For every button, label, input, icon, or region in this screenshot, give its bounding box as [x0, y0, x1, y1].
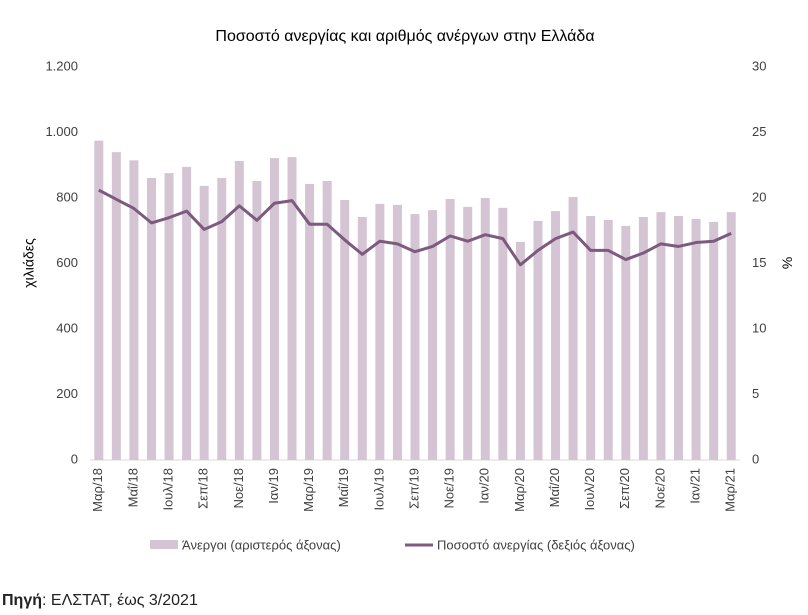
legend-label: Άνεργοι (αριστερός άξονας): [182, 537, 341, 552]
bar: [146, 178, 156, 460]
bar: [603, 219, 613, 460]
bar: [656, 212, 666, 460]
bar: [726, 212, 736, 460]
y-axis-label: χιλιάδες: [21, 238, 37, 288]
y2-tick-label: 5: [752, 386, 759, 401]
bar: [340, 199, 350, 460]
chart-title: Ποσοστό ανεργίας και αριθμός ανέργων στη…: [215, 28, 594, 45]
bar: [182, 166, 192, 460]
x-tick-label: Μαΐ/18: [125, 468, 140, 507]
bar: [111, 152, 121, 460]
y2-tick-label: 10: [752, 320, 766, 335]
bar: [568, 197, 578, 460]
bar: [375, 203, 385, 460]
bar: [551, 211, 561, 460]
x-tick-label: Ιαν/21: [688, 468, 703, 504]
bar: [199, 185, 209, 460]
bar: [463, 206, 473, 460]
x-tick-label: Ιουλ/18: [160, 468, 175, 511]
bar: [586, 216, 596, 460]
bar: [357, 216, 367, 460]
bar: [94, 140, 104, 460]
y-tick-label: 0: [71, 451, 78, 466]
y2-tick-label: 20: [752, 189, 766, 204]
source-text: : ΕΛΣΤΑΤ, έως 3/2021: [42, 592, 198, 609]
bar: [515, 241, 525, 460]
x-tick-label: Νοε/18: [231, 468, 246, 509]
bar: [428, 210, 438, 460]
bar: [269, 158, 279, 461]
bar: [638, 216, 648, 460]
y-tick-label: 600: [56, 255, 78, 270]
y-tick-label: 200: [56, 386, 78, 401]
x-tick-label: Μαΐ/19: [336, 468, 351, 507]
source: Πηγή: ΕΛΣΤΑΤ, έως 3/2021: [2, 592, 198, 610]
x-tick-label: Μαρ/19: [301, 468, 316, 512]
bar: [287, 157, 297, 460]
y2-tick-label: 25: [752, 124, 766, 139]
x-tick-label: Σεπ/19: [406, 468, 421, 509]
x-tick-label: Ιουλ/20: [582, 468, 597, 511]
bar: [709, 221, 719, 460]
bar: [674, 216, 684, 460]
bar: [252, 180, 262, 460]
x-tick-label: Ιουλ/19: [371, 468, 386, 511]
x-tick-label: Μαρ/18: [90, 468, 105, 512]
y2-axis-label: %: [779, 257, 795, 269]
legend-swatch: [150, 540, 178, 549]
x-tick-label: Μαΐ/20: [547, 468, 562, 507]
y2-tick-label: 15: [752, 255, 766, 270]
bar: [322, 180, 332, 460]
y2-tick-label: 30: [752, 58, 766, 73]
bar: [480, 198, 490, 460]
y-tick-label: 400: [56, 320, 78, 335]
y-tick-label: 1.000: [45, 124, 78, 139]
bar: [445, 198, 455, 461]
bar: [164, 173, 174, 461]
y-tick-label: 800: [56, 189, 78, 204]
source-label: Πηγή: [2, 592, 42, 609]
legend-label: Ποσοστό ανεργίας (δεξιός άξονας): [437, 537, 635, 552]
y2-tick-label: 0: [752, 451, 759, 466]
bar: [129, 160, 139, 460]
y-tick-label: 1.200: [45, 58, 78, 73]
bar: [621, 225, 631, 460]
x-tick-label: Ιαν/20: [477, 468, 492, 504]
bar: [533, 220, 543, 460]
bar: [410, 214, 420, 460]
x-tick-label: Νοε/19: [442, 468, 457, 509]
x-tick-label: Μαρ/21: [723, 468, 738, 512]
bar: [498, 207, 508, 460]
x-tick-label: Ιαν/19: [266, 468, 281, 504]
bar: [234, 160, 244, 460]
line: [98, 188, 732, 267]
bar: [691, 218, 701, 460]
x-tick-label: Νοε/20: [652, 468, 667, 509]
bar: [217, 178, 227, 460]
x-tick-label: Σεπ/20: [617, 468, 632, 509]
x-tick-label: Μαρ/20: [512, 468, 527, 512]
x-tick-label: Σεπ/18: [196, 468, 211, 509]
bar: [392, 204, 402, 460]
bar: [305, 183, 315, 461]
chart: Ποσοστό ανεργίας και αριθμός ανέργων στη…: [21, 28, 796, 552]
